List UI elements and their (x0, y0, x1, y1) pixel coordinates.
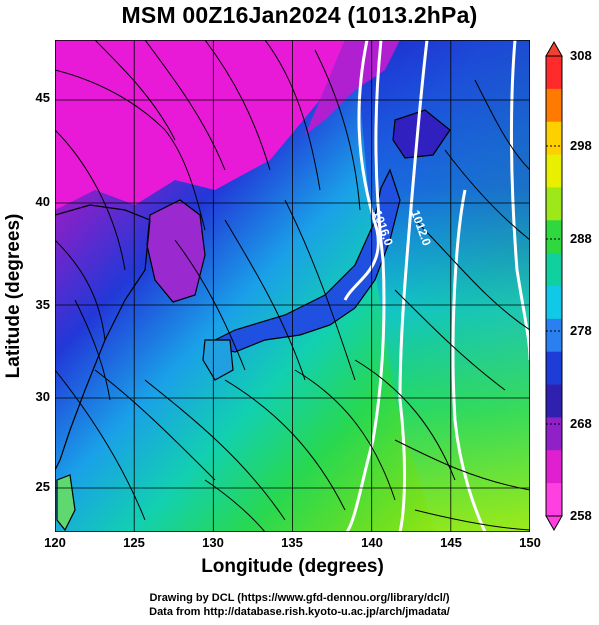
isobar-contours (343, 40, 530, 532)
y-tick-label: 35 (35, 297, 50, 312)
china-coastline (55, 204, 151, 471)
wind-streamlines (55, 40, 530, 532)
korea-peninsula (146, 199, 206, 303)
colorbar-segment (546, 450, 562, 484)
colorbar-segment (546, 220, 562, 254)
x-tick-label: 150 (519, 535, 541, 550)
colorbar-tick-label: 278 (570, 323, 592, 338)
colorbar-segment (546, 88, 562, 123)
y-tick-label: 25 (35, 479, 50, 494)
map-title: MSM 00Z16Jan2024 (1013.2hPa) (121, 2, 478, 28)
grid-lines (55, 40, 530, 532)
colorbar-segment (546, 253, 562, 287)
colorbar-segment (546, 417, 562, 451)
colorbar-segment (546, 154, 562, 189)
japan-kyushu (202, 339, 234, 381)
colorbar-tick-label: 288 (570, 231, 592, 246)
northeast-cold-region (305, 40, 400, 135)
credit-data: Data from http://database.rish.kyoto-u.a… (149, 606, 450, 618)
colorbar-tick-label: 268 (570, 416, 592, 431)
colorbar-segment (546, 56, 562, 90)
temperature-map: 1016.0 1012.0 (55, 40, 530, 532)
x-axis-label: Longitude (degrees) (201, 556, 384, 577)
x-tick-label: 130 (202, 535, 224, 550)
y-axis-label: Latitude (degrees) (3, 213, 24, 379)
colorbar-top-arrow (545, 40, 563, 57)
east-ocean-field (355, 40, 530, 532)
colorbar-segment (546, 121, 562, 156)
colorbar-segment (546, 483, 562, 517)
colorbar-segment (546, 318, 562, 353)
x-tick-label: 145 (440, 535, 462, 550)
colorbar-tick-label: 308 (570, 48, 592, 63)
credit-drawing: Drawing by DCL (https://www.gfd-dennou.o… (149, 592, 450, 604)
colorbar-segment (546, 187, 562, 221)
taiwan-island (56, 474, 76, 532)
colorbar-bottom-arrow (545, 515, 563, 532)
x-tick-label: 120 (44, 535, 66, 550)
x-tick-label: 135 (281, 535, 303, 550)
y-tick-label: 40 (35, 194, 50, 209)
continent-cold-region (55, 40, 345, 210)
colorbar-tick-label: 258 (570, 508, 592, 523)
x-tick-label: 140 (361, 535, 383, 550)
colorbar-segment (546, 384, 562, 419)
colorbar-segment (546, 286, 562, 320)
colorbar-tick-label: 298 (570, 138, 592, 153)
y-tick-label: 45 (35, 90, 50, 105)
y-tick-label: 30 (35, 389, 50, 404)
japan-hokkaido (392, 109, 451, 159)
colorbar (545, 40, 563, 532)
colorbar-segment (546, 351, 562, 386)
x-tick-label: 125 (123, 535, 145, 550)
